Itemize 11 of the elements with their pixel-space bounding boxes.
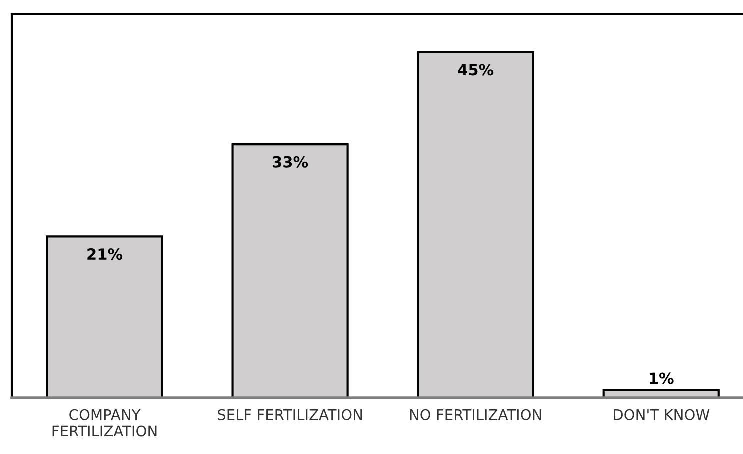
data-label: 33%: [273, 156, 308, 168]
x-tick-label: COMPANY FERTILIZATION: [52, 409, 157, 437]
data-label: 45%: [458, 64, 494, 76]
bar: [232, 144, 349, 398]
bar: [417, 51, 534, 398]
x-tick-label: DON'T KNOW: [614, 409, 710, 420]
x-tick-label: SELF FERTILIZATION: [218, 409, 362, 420]
bar: [46, 236, 164, 398]
x-tick-label: NO FERTILIZATION: [410, 409, 542, 420]
data-label: 1%: [650, 372, 674, 384]
data-label: 21%: [88, 248, 123, 260]
